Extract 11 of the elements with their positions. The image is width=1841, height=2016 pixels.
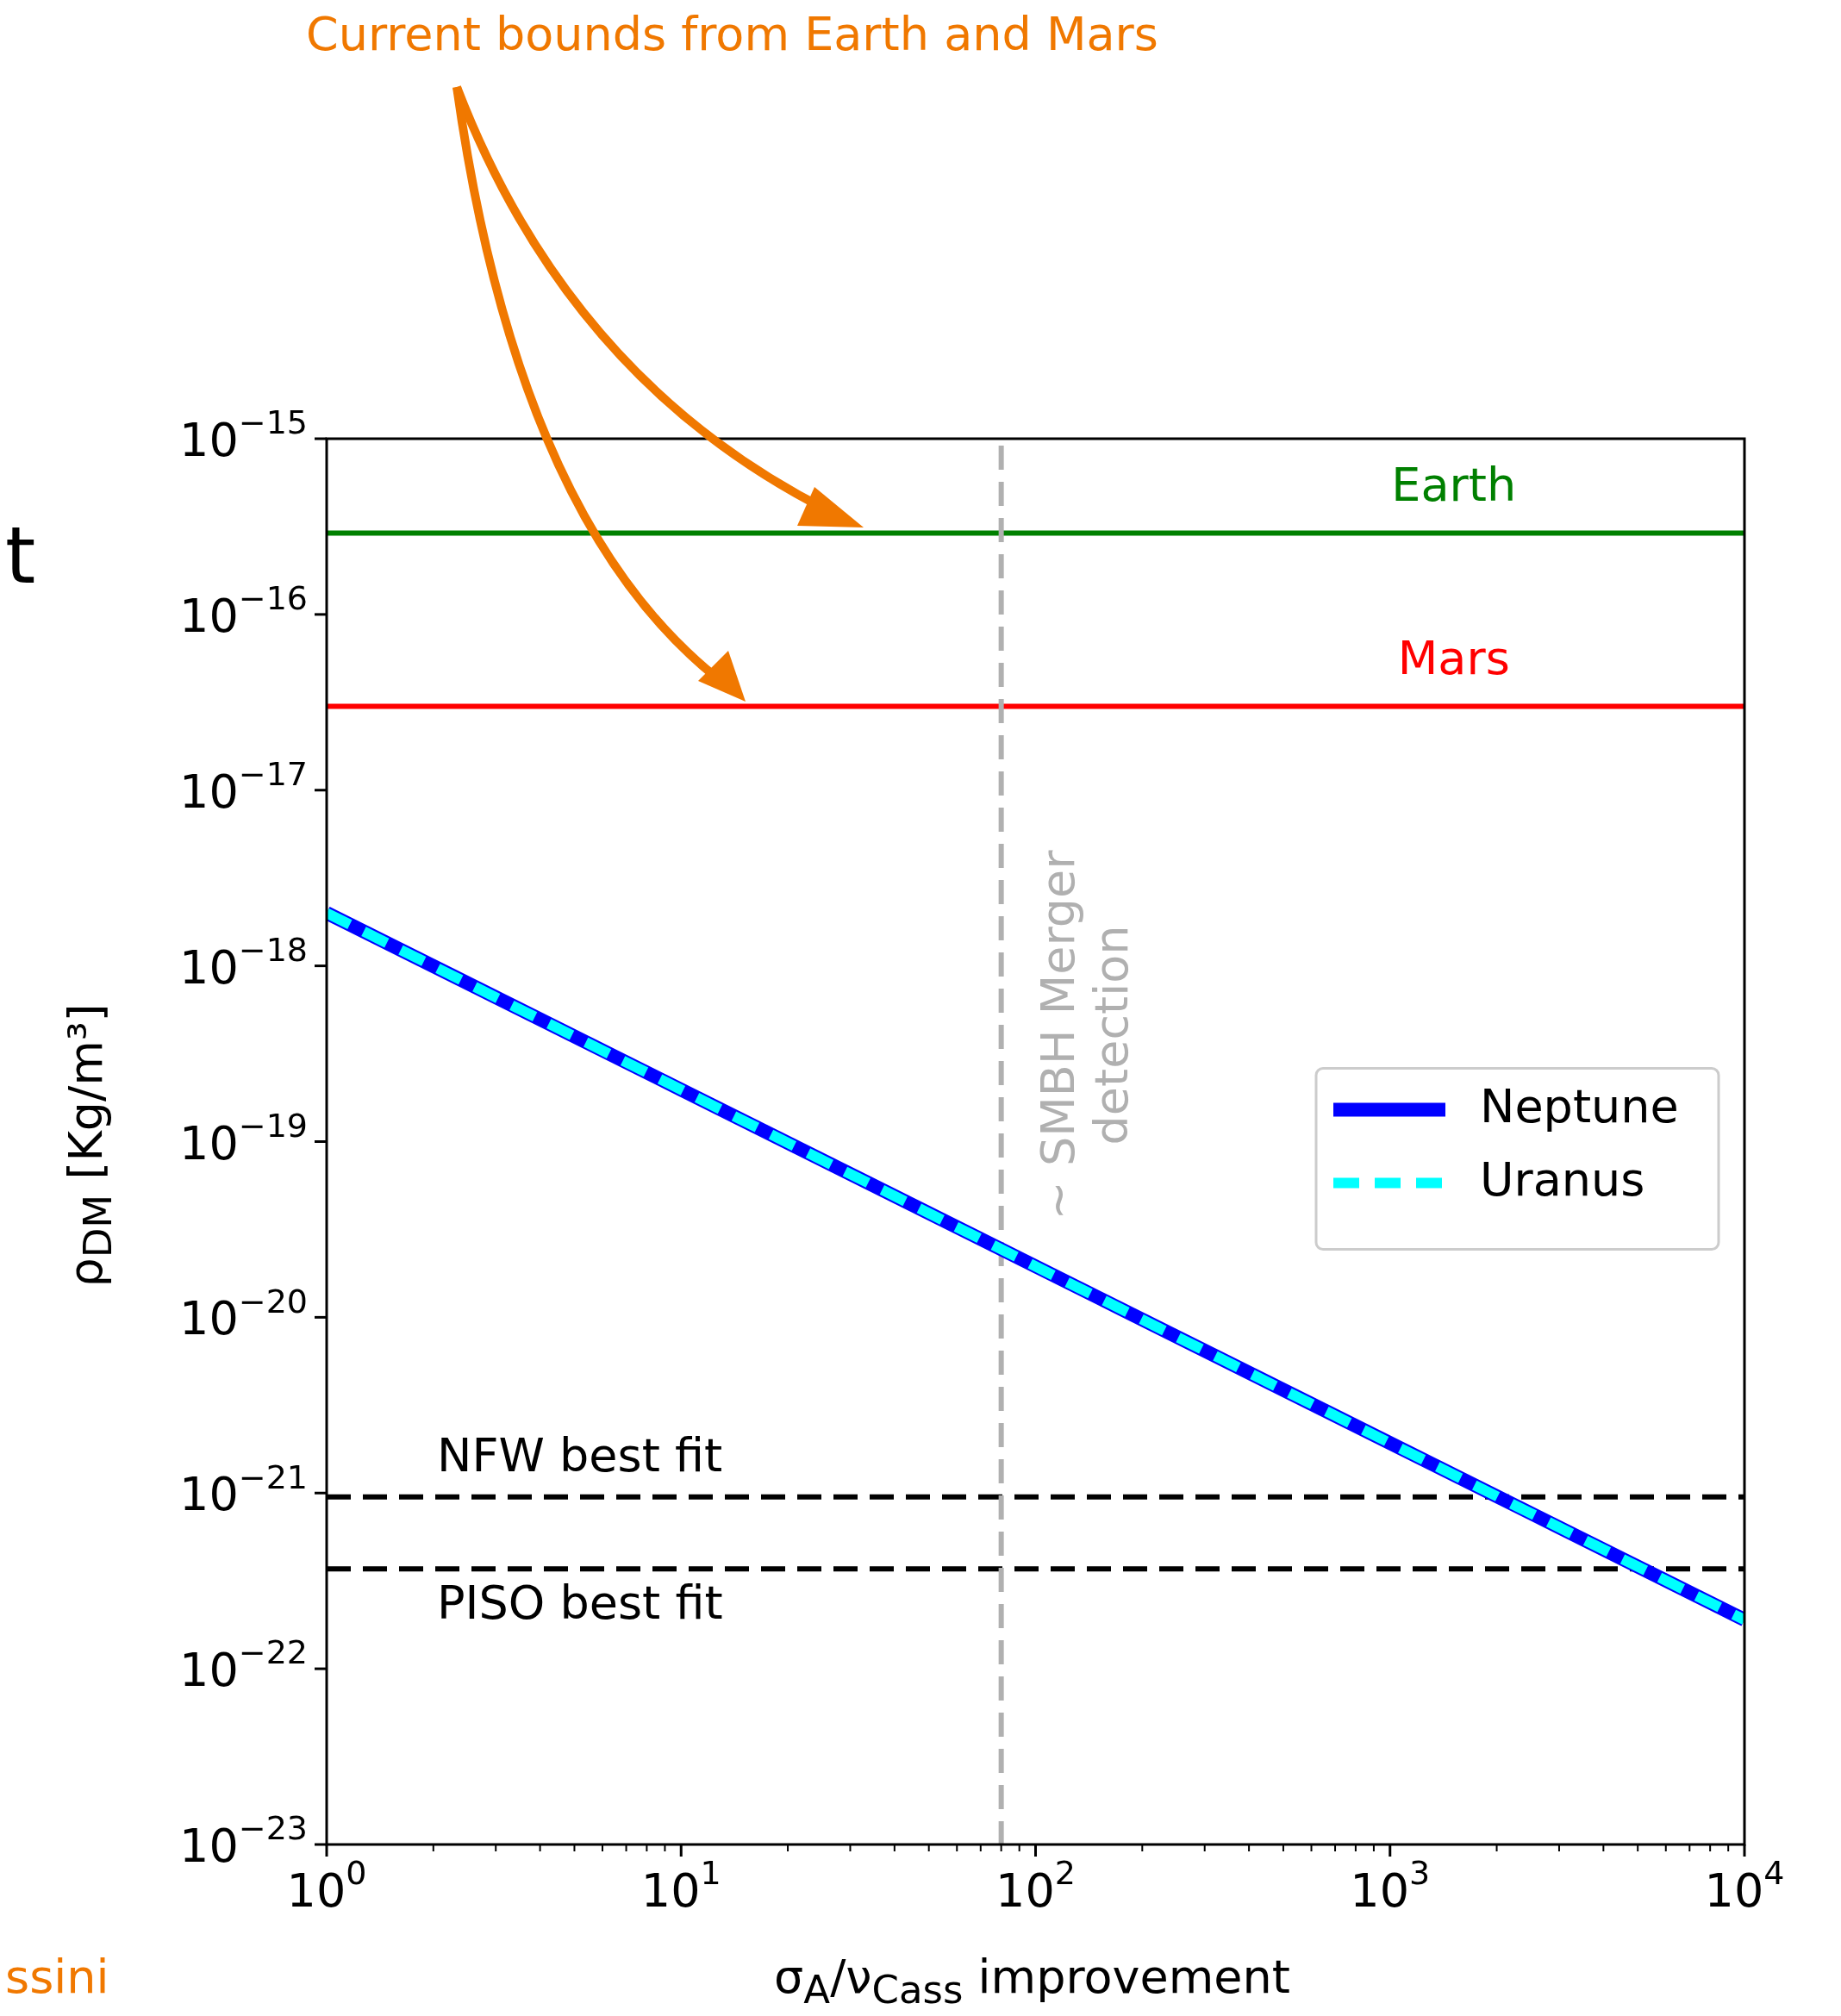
text: t: [5, 510, 36, 601]
text: ssini: [5, 1950, 109, 2004]
ref-line-label: NFW best fit: [437, 1427, 723, 1482]
ref-line-label: PISO best fit: [437, 1576, 723, 1631]
text: Current bounds from Earth and Mars: [306, 7, 1158, 61]
legend-label: Uranus: [1480, 1152, 1645, 1207]
ref-line-label: Mars: [1397, 630, 1510, 685]
ref-line-label: ∼ SMBH Merger detection: [1030, 849, 1139, 1220]
ref-line-label: Earth: [1391, 457, 1517, 512]
x-axis-title: σ$_{A}$/ν$_{Cass}$ improvement: [774, 1950, 1290, 2013]
legend-label: Neptune: [1480, 1078, 1679, 1133]
